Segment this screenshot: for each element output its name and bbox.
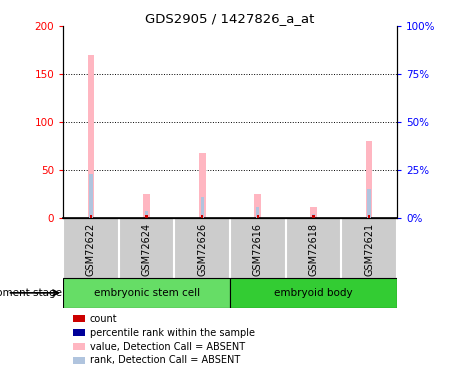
Bar bbox=[312, 214, 315, 218]
Bar bbox=[256, 207, 259, 218]
Bar bbox=[310, 207, 317, 218]
Bar bbox=[366, 141, 373, 218]
Bar bbox=[313, 215, 314, 218]
Bar bbox=[63, 278, 230, 308]
Text: rank, Detection Call = ABSENT: rank, Detection Call = ABSENT bbox=[90, 356, 240, 365]
Bar bbox=[143, 194, 150, 218]
Text: count: count bbox=[90, 314, 117, 324]
Bar bbox=[89, 174, 92, 218]
Text: GSM72626: GSM72626 bbox=[197, 223, 207, 276]
Bar bbox=[87, 55, 94, 218]
Text: value, Detection Call = ABSENT: value, Detection Call = ABSENT bbox=[90, 342, 245, 352]
Title: GDS2905 / 1427826_a_at: GDS2905 / 1427826_a_at bbox=[145, 12, 315, 25]
Bar bbox=[230, 278, 397, 308]
Bar bbox=[73, 329, 85, 336]
Text: GSM72616: GSM72616 bbox=[253, 223, 263, 276]
Text: GSM72624: GSM72624 bbox=[142, 223, 152, 276]
Bar bbox=[199, 153, 206, 218]
Text: GSM72622: GSM72622 bbox=[86, 223, 96, 276]
Bar bbox=[73, 357, 85, 364]
Bar bbox=[145, 210, 148, 218]
Bar bbox=[368, 189, 371, 218]
Bar bbox=[90, 215, 92, 218]
Text: percentile rank within the sample: percentile rank within the sample bbox=[90, 328, 255, 338]
Text: GSM72618: GSM72618 bbox=[308, 223, 318, 276]
Bar bbox=[73, 315, 85, 322]
Bar bbox=[146, 215, 147, 218]
Text: GSM72621: GSM72621 bbox=[364, 223, 374, 276]
Text: embryoid body: embryoid body bbox=[274, 288, 353, 298]
Bar bbox=[254, 194, 261, 218]
Bar bbox=[257, 215, 259, 218]
Bar bbox=[73, 343, 85, 350]
Bar bbox=[201, 215, 203, 218]
Bar bbox=[368, 215, 370, 218]
Text: embryonic stem cell: embryonic stem cell bbox=[93, 288, 200, 298]
Bar bbox=[201, 197, 204, 218]
Text: development stage: development stage bbox=[0, 288, 62, 298]
